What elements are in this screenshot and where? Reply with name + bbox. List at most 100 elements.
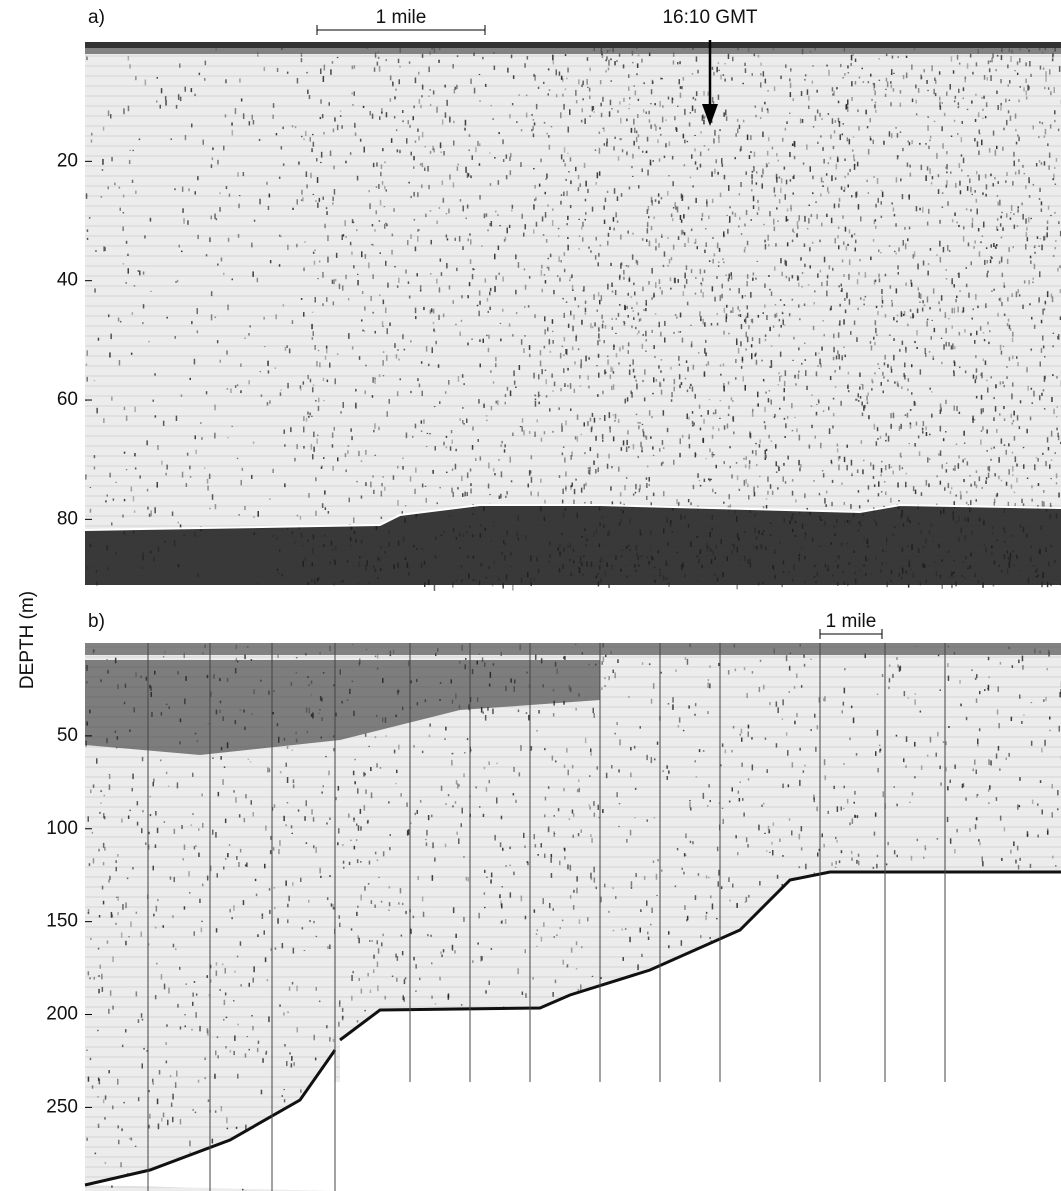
echo-speckle <box>683 291 685 296</box>
echo-speckle <box>744 224 746 227</box>
echo-speckle <box>308 493 310 498</box>
echo-speckle <box>983 358 985 361</box>
echo-speckle <box>873 176 875 177</box>
echo-speckle <box>784 418 786 420</box>
echo-speckle <box>696 776 698 777</box>
echo-speckle <box>673 460 675 465</box>
echo-speckle <box>136 912 138 914</box>
echo-speckle <box>452 469 454 471</box>
echo-speckle <box>1048 165 1050 169</box>
echo-speckle <box>643 309 645 311</box>
echo-speckle <box>1030 218 1032 219</box>
echo-speckle <box>767 90 769 91</box>
echo-speckle <box>605 60 607 62</box>
echo-speckle <box>125 941 127 946</box>
echo-speckle <box>891 85 893 89</box>
echo-speckle <box>311 324 313 329</box>
echo-speckle <box>316 936 318 937</box>
echo-speckle <box>687 390 689 393</box>
echo-speckle <box>966 267 968 269</box>
echo-speckle <box>1042 501 1044 507</box>
echo-speckle <box>348 814 350 818</box>
echo-speckle <box>954 100 956 102</box>
echo-speckle <box>993 183 995 186</box>
echo-speckle <box>159 1070 161 1075</box>
echo-speckle <box>1007 297 1009 301</box>
echo-speckle <box>606 56 608 59</box>
echo-speckle <box>904 375 906 380</box>
echo-speckle <box>670 367 672 370</box>
echo-speckle <box>309 413 311 416</box>
echo-speckle <box>581 226 583 229</box>
echo-speckle <box>1011 484 1013 488</box>
echo-speckle <box>899 465 901 471</box>
echo-speckle <box>900 90 902 94</box>
echo-speckle <box>984 339 986 341</box>
echo-speckle <box>179 245 181 248</box>
echo-speckle <box>462 407 464 409</box>
echo-speckle <box>261 395 263 397</box>
echo-speckle <box>230 389 232 394</box>
echo-speckle <box>955 96 957 99</box>
echo-speckle <box>292 882 294 886</box>
echo-speckle <box>237 172 239 177</box>
echo-speckle <box>723 112 725 116</box>
echo-speckle <box>652 200 654 206</box>
echo-speckle <box>607 464 609 469</box>
echo-speckle <box>757 200 759 203</box>
echo-speckle <box>692 425 694 427</box>
echo-speckle <box>548 258 550 260</box>
echo-speckle <box>996 91 998 94</box>
echo-speckle <box>987 260 989 264</box>
echo-speckle <box>93 858 95 863</box>
echo-speckle <box>814 291 816 293</box>
echo-speckle <box>722 258 724 260</box>
echo-speckle <box>147 507 149 510</box>
echo-speckle <box>847 244 849 246</box>
echo-speckle <box>408 281 410 284</box>
y-axis-label: DEPTH (m) <box>17 591 38 689</box>
echo-speckle <box>889 335 891 336</box>
echo-speckle <box>657 859 659 861</box>
echo-speckle <box>993 131 995 136</box>
echo-speckle <box>994 499 996 503</box>
echo-speckle <box>317 278 319 279</box>
echo-speckle <box>645 308 647 311</box>
echo-speckle <box>423 419 425 424</box>
echo-speckle <box>479 143 481 146</box>
echo-speckle <box>1034 252 1036 254</box>
echo-speckle <box>233 1000 235 1001</box>
echo-speckle <box>887 380 889 382</box>
echo-speckle <box>634 746 636 749</box>
echo-speckle <box>372 274 374 279</box>
echo-speckle <box>135 76 137 80</box>
echo-speckle <box>962 311 964 314</box>
echo-speckle <box>689 122 691 126</box>
echo-speckle <box>849 299 851 305</box>
echo-speckle <box>817 273 819 277</box>
echo-speckle <box>1023 503 1025 506</box>
echo-speckle <box>246 863 248 868</box>
echo-speckle <box>167 1120 169 1126</box>
echo-speckle <box>808 218 810 223</box>
echo-speckle <box>565 471 567 476</box>
echo-speckle <box>104 847 106 851</box>
echo-speckle <box>426 346 428 352</box>
echo-speckle <box>783 476 785 481</box>
echo-speckle <box>373 163 375 167</box>
echo-speckle <box>707 410 709 415</box>
echo-speckle <box>963 98 965 100</box>
echo-speckle <box>515 254 517 259</box>
echo-speckle <box>581 488 583 493</box>
echo-speckle <box>407 240 409 245</box>
echo-speckle <box>86 364 88 366</box>
echo-speckle <box>607 191 609 193</box>
echo-speckle <box>359 356 361 360</box>
echo-speckle <box>833 334 835 339</box>
echo-speckle <box>219 989 221 991</box>
echo-speckle <box>919 451 921 456</box>
echo-speckle <box>354 65 356 69</box>
echo-speckle <box>279 235 281 237</box>
echo-speckle <box>353 265 355 268</box>
echo-speckle <box>755 352 757 354</box>
